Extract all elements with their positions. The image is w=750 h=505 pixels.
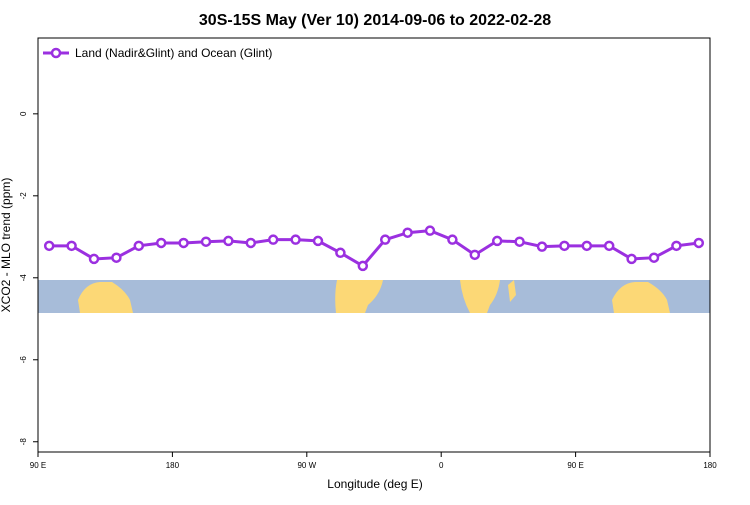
y-tick-label: -4 [19, 274, 28, 282]
data-point [290, 234, 301, 245]
data-point [245, 237, 257, 249]
data-point [693, 237, 705, 249]
x-tick-label: 90 E [30, 461, 46, 470]
data-point [671, 240, 682, 252]
data-point [88, 253, 100, 265]
series-line [49, 229, 699, 268]
y-tick-label: -6 [19, 356, 28, 364]
legend-label: Land (Nadir&Glint) and Ocean (Glint) [75, 46, 272, 60]
y-tick-label: -8 [19, 438, 28, 446]
data-point [178, 237, 189, 249]
data-point [536, 241, 548, 252]
data-point [335, 247, 346, 259]
x-tick-label: 90 W [297, 461, 316, 470]
chart-title: 30S-15S May (Ver 10) 2014-09-06 to 2022-… [199, 12, 551, 29]
plot-frame [37, 37, 711, 453]
x-tick-label: 180 [166, 461, 180, 470]
x-tick-label: 0 [439, 461, 444, 470]
x-tick-label: 180 [703, 461, 717, 470]
y-axis-label: XCO2 - MLO trend (ppm) [0, 178, 13, 313]
data-point [514, 236, 525, 247]
data-point [133, 240, 145, 252]
legend: Land (Nadir&Glint) and Ocean (Glint) [43, 46, 272, 60]
data-point [357, 260, 369, 272]
data-point [312, 235, 324, 247]
data-point [626, 253, 637, 265]
data-point [402, 227, 413, 238]
y-tick-label: 0 [19, 111, 28, 116]
data-point [200, 236, 212, 247]
map-strip [38, 280, 710, 313]
data-point [379, 234, 391, 245]
x-axis-label: Longitude (deg E) [327, 477, 422, 491]
data-point [559, 240, 570, 252]
data-point [603, 240, 615, 252]
data-point [66, 240, 77, 252]
data-point [648, 252, 660, 263]
x-tick-label: 90 E [567, 461, 583, 470]
data-point [111, 252, 122, 263]
y-tick-label: -2 [19, 192, 28, 200]
data-point [491, 235, 503, 247]
legend-marker [50, 47, 62, 59]
data-point [447, 234, 458, 245]
data-point [424, 225, 436, 236]
data-point [223, 235, 234, 247]
data-point [581, 240, 593, 252]
data-point [469, 249, 481, 261]
data-point [155, 237, 167, 249]
data-point [267, 234, 279, 245]
data-point [43, 240, 55, 252]
